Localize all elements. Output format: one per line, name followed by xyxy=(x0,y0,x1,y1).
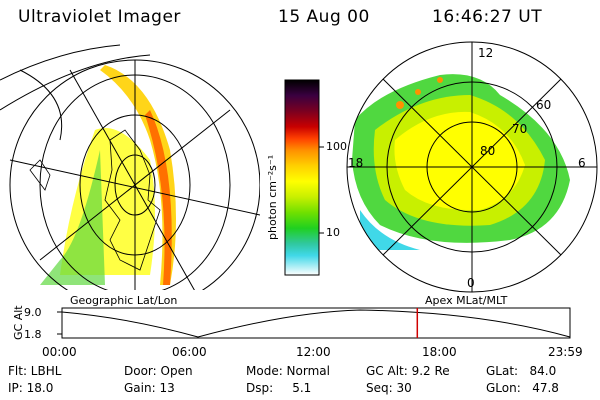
mode-label: Mode: Normal xyxy=(246,364,330,378)
colorbar-tick-10: 10 xyxy=(326,226,340,239)
mlt-label-0: 0 xyxy=(467,276,475,290)
date-label: 15 Aug 00 xyxy=(278,7,370,27)
gc-altitude-label: GC Alt: 9.2 Re xyxy=(366,364,450,378)
mlt-label-18: 18 xyxy=(348,156,364,170)
time-tick-1200: 12:00 xyxy=(296,345,331,359)
projection-left-label: Geographic Lat/Lon xyxy=(70,294,178,307)
sequence-label: Seq: 30 xyxy=(366,381,412,395)
altitude-ytick-1-8: 1.8 xyxy=(24,328,42,341)
gain-label: Gain: 13 xyxy=(124,381,175,395)
time-tick-0600: 06:00 xyxy=(172,345,207,359)
ip-label: IP: 18.0 xyxy=(8,381,54,395)
colorbar-tick-100: 100 xyxy=(326,140,347,153)
projection-right-label: Apex MLat/MLT xyxy=(425,294,508,307)
time-tick-0000: 00:00 xyxy=(42,345,77,359)
altitude-ytick-9: 9.0 xyxy=(24,306,42,319)
filter-label: Flt: LBHL xyxy=(8,364,62,378)
time-tick-2359: 23:59 xyxy=(548,345,583,359)
time-tick-1800: 18:00 xyxy=(422,345,457,359)
instrument-title: Ultraviolet Imager xyxy=(18,7,181,27)
mlt-label-6: 6 xyxy=(578,156,586,170)
mlat-label-80: 80 xyxy=(480,144,496,158)
geo-longitude-label: GLon: 47.8 xyxy=(486,381,559,395)
geo-latitude-label: GLat: 84.0 xyxy=(486,364,557,378)
mlat-label-60: 60 xyxy=(536,98,552,112)
mlt-label-12: 12 xyxy=(478,46,494,60)
door-label: Door: Open xyxy=(124,364,193,378)
dsp-label: Dsp: 5.1 xyxy=(246,381,312,395)
time-label: 16:46:27 UT xyxy=(432,7,543,27)
mlat-label-70: 70 xyxy=(512,122,528,136)
